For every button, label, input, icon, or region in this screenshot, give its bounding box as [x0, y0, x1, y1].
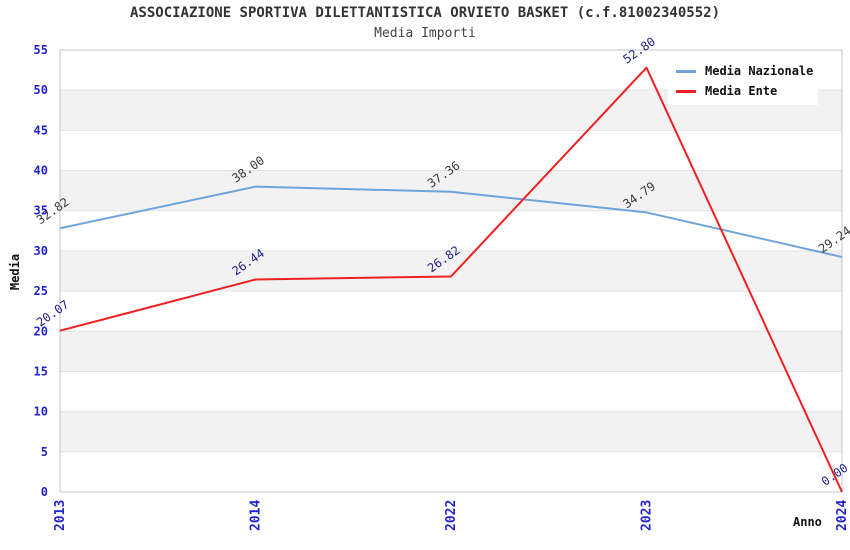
y-tick-label: 40: [34, 164, 48, 178]
x-tick-label: 2024: [835, 500, 850, 531]
x-tick-label: 2022: [444, 500, 459, 531]
plot-band: [60, 170, 842, 211]
series-line-media-nazionale: [59, 185, 843, 258]
plot-frame: [59, 49, 843, 493]
plot-band: [60, 250, 842, 292]
data-label: 0.00: [819, 461, 850, 489]
data-label: 20.07: [34, 297, 72, 329]
x-axis-title: Anno: [793, 515, 822, 529]
legend-label-media-nazionale: Media Nazionale: [705, 64, 814, 78]
plot-band: [60, 331, 842, 372]
legend: Media Nazionale Media Ente: [668, 57, 818, 105]
series-line-media-ente: [59, 66, 843, 493]
y-tick-label: 50: [34, 83, 48, 97]
x-tick-label: 2014: [249, 500, 264, 531]
x-tick-label: 2023: [640, 500, 655, 531]
y-tick-label: 15: [34, 364, 48, 378]
y-tick-label: 30: [34, 244, 48, 258]
y-tick-label: 5: [41, 445, 48, 459]
y-tick-label: 45: [34, 123, 48, 137]
y-tick-label: 25: [34, 284, 48, 298]
plot-band: [60, 411, 842, 452]
y-tick-label: 0: [41, 485, 48, 499]
chart-subtitle: Media Importi: [374, 26, 476, 41]
line-swatch-media-nazionale: [676, 69, 696, 73]
chart-title: ASSOCIAZIONE SPORTIVA DILETTANTISTICA OR…: [129, 5, 720, 21]
line-swatch-media-ente: [676, 89, 696, 93]
y-tick-label: 55: [34, 43, 48, 57]
legend-label-media-ente: Media Ente: [705, 84, 778, 98]
x-tick-label: 2013: [53, 500, 68, 531]
y-tick-label: 20: [34, 324, 48, 338]
y-tick-label: 10: [34, 405, 48, 419]
legend-item-media-ente[interactable]: Media Ente: [676, 81, 818, 101]
legend-item-media-nazionale[interactable]: Media Nazionale: [676, 61, 818, 81]
y-tick-label: 35: [34, 204, 48, 218]
y-axis-title: Media: [8, 253, 22, 291]
